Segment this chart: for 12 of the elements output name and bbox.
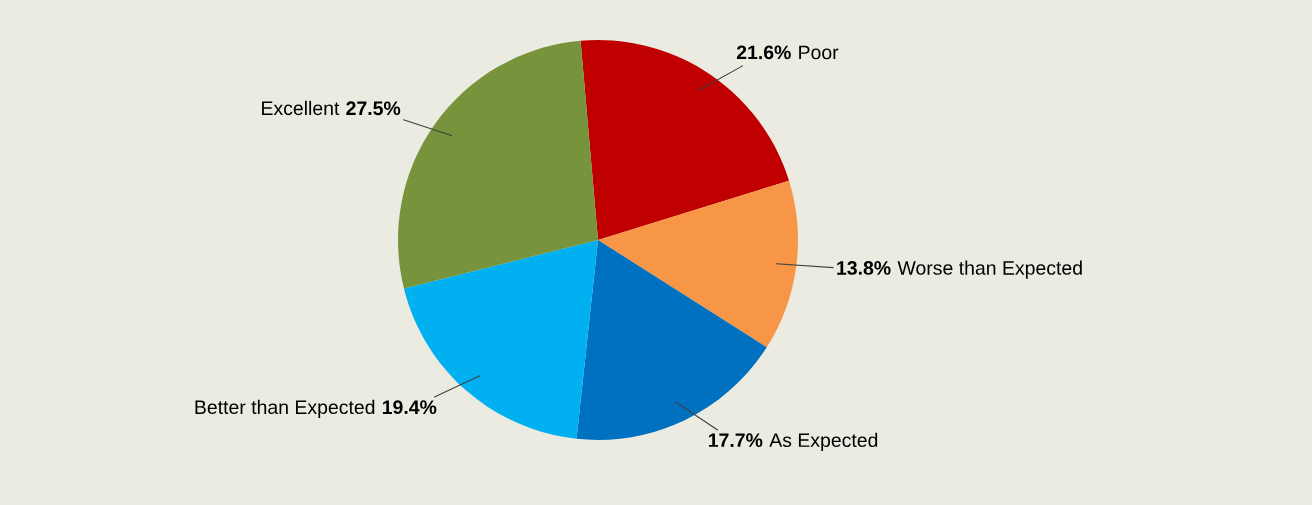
- pie-slice: [598, 180, 798, 348]
- data-label: 27.5%: [346, 101, 401, 116]
- slice-label: Worse than Expected: [897, 260, 1082, 279]
- data-label: 13.8%: [837, 261, 891, 275]
- data-label: 19.4%: [382, 400, 437, 415]
- slice-label: Excellent: [262, 100, 340, 116]
- slice-label: Better than Expected: [195, 399, 375, 418]
- data-label: 21.6%: [736, 45, 791, 60]
- slice-label: Poor: [799, 45, 839, 60]
- pie-slice: [580, 40, 790, 240]
- data-label: 17.7%: [708, 433, 763, 448]
- slice-label: As Expected: [769, 432, 878, 451]
